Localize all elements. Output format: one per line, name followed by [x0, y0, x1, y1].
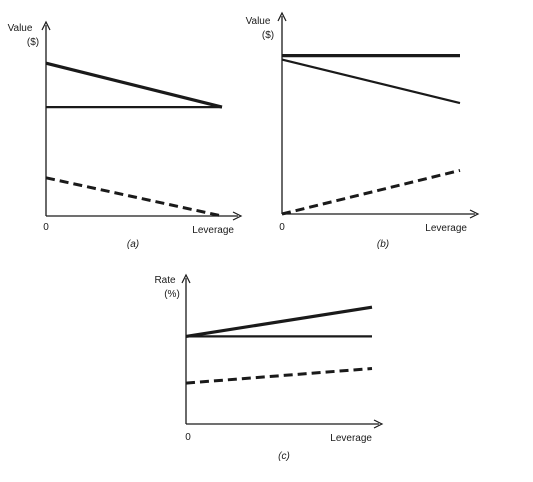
- panel-a-caption: (a): [127, 239, 139, 250]
- panel-c-ylabel-line1: Rate: [154, 275, 176, 286]
- panel-a-ylabel-line1: Value: [8, 23, 33, 34]
- panel-b-line-dashed: [281, 168, 461, 216]
- panel-a-ylabel-line2: ($): [27, 37, 39, 48]
- panel-b-origin-label: 0: [279, 222, 285, 233]
- panel-c-ylabel-line2: (%): [164, 289, 180, 300]
- panel-c-x-axis-arrow: [373, 419, 384, 429]
- panel-b-x-axis-arrow: [469, 209, 480, 219]
- panel-b-y-axis-arrow: [277, 11, 287, 22]
- panel-c-line-thick: [185, 305, 373, 338]
- panel-b-ylabel-line2: ($): [262, 30, 274, 41]
- panel-b-xlabel: Leverage: [425, 223, 467, 234]
- panel-c-xlabel: Leverage: [330, 433, 372, 444]
- panel-c-origin-label: 0: [185, 432, 191, 443]
- panel-a-line-dashed: [45, 176, 223, 218]
- panel-b-line-solid: [281, 58, 461, 105]
- panel-c: Rate (%) 0 Leverage (c): [154, 273, 384, 462]
- panel-c-line-dashed: [185, 367, 373, 385]
- panel-a-x-axis-arrow: [232, 211, 243, 221]
- panel-c-y-axis-arrow: [181, 273, 191, 284]
- panel-b-caption: (b): [377, 239, 389, 250]
- panel-a-xlabel: Leverage: [192, 225, 234, 236]
- panel-b: Value ($) 0 Leverage (b): [246, 11, 480, 250]
- panel-a-origin-label: 0: [43, 222, 49, 233]
- panel-a-y-axis-arrow: [41, 20, 51, 31]
- panel-b-ylabel-line1: Value: [246, 16, 271, 27]
- panel-a-line-thick: [45, 61, 223, 109]
- panel-c-caption: (c): [278, 451, 290, 462]
- panel-a: Value ($) 0 Leverage (a): [8, 20, 243, 250]
